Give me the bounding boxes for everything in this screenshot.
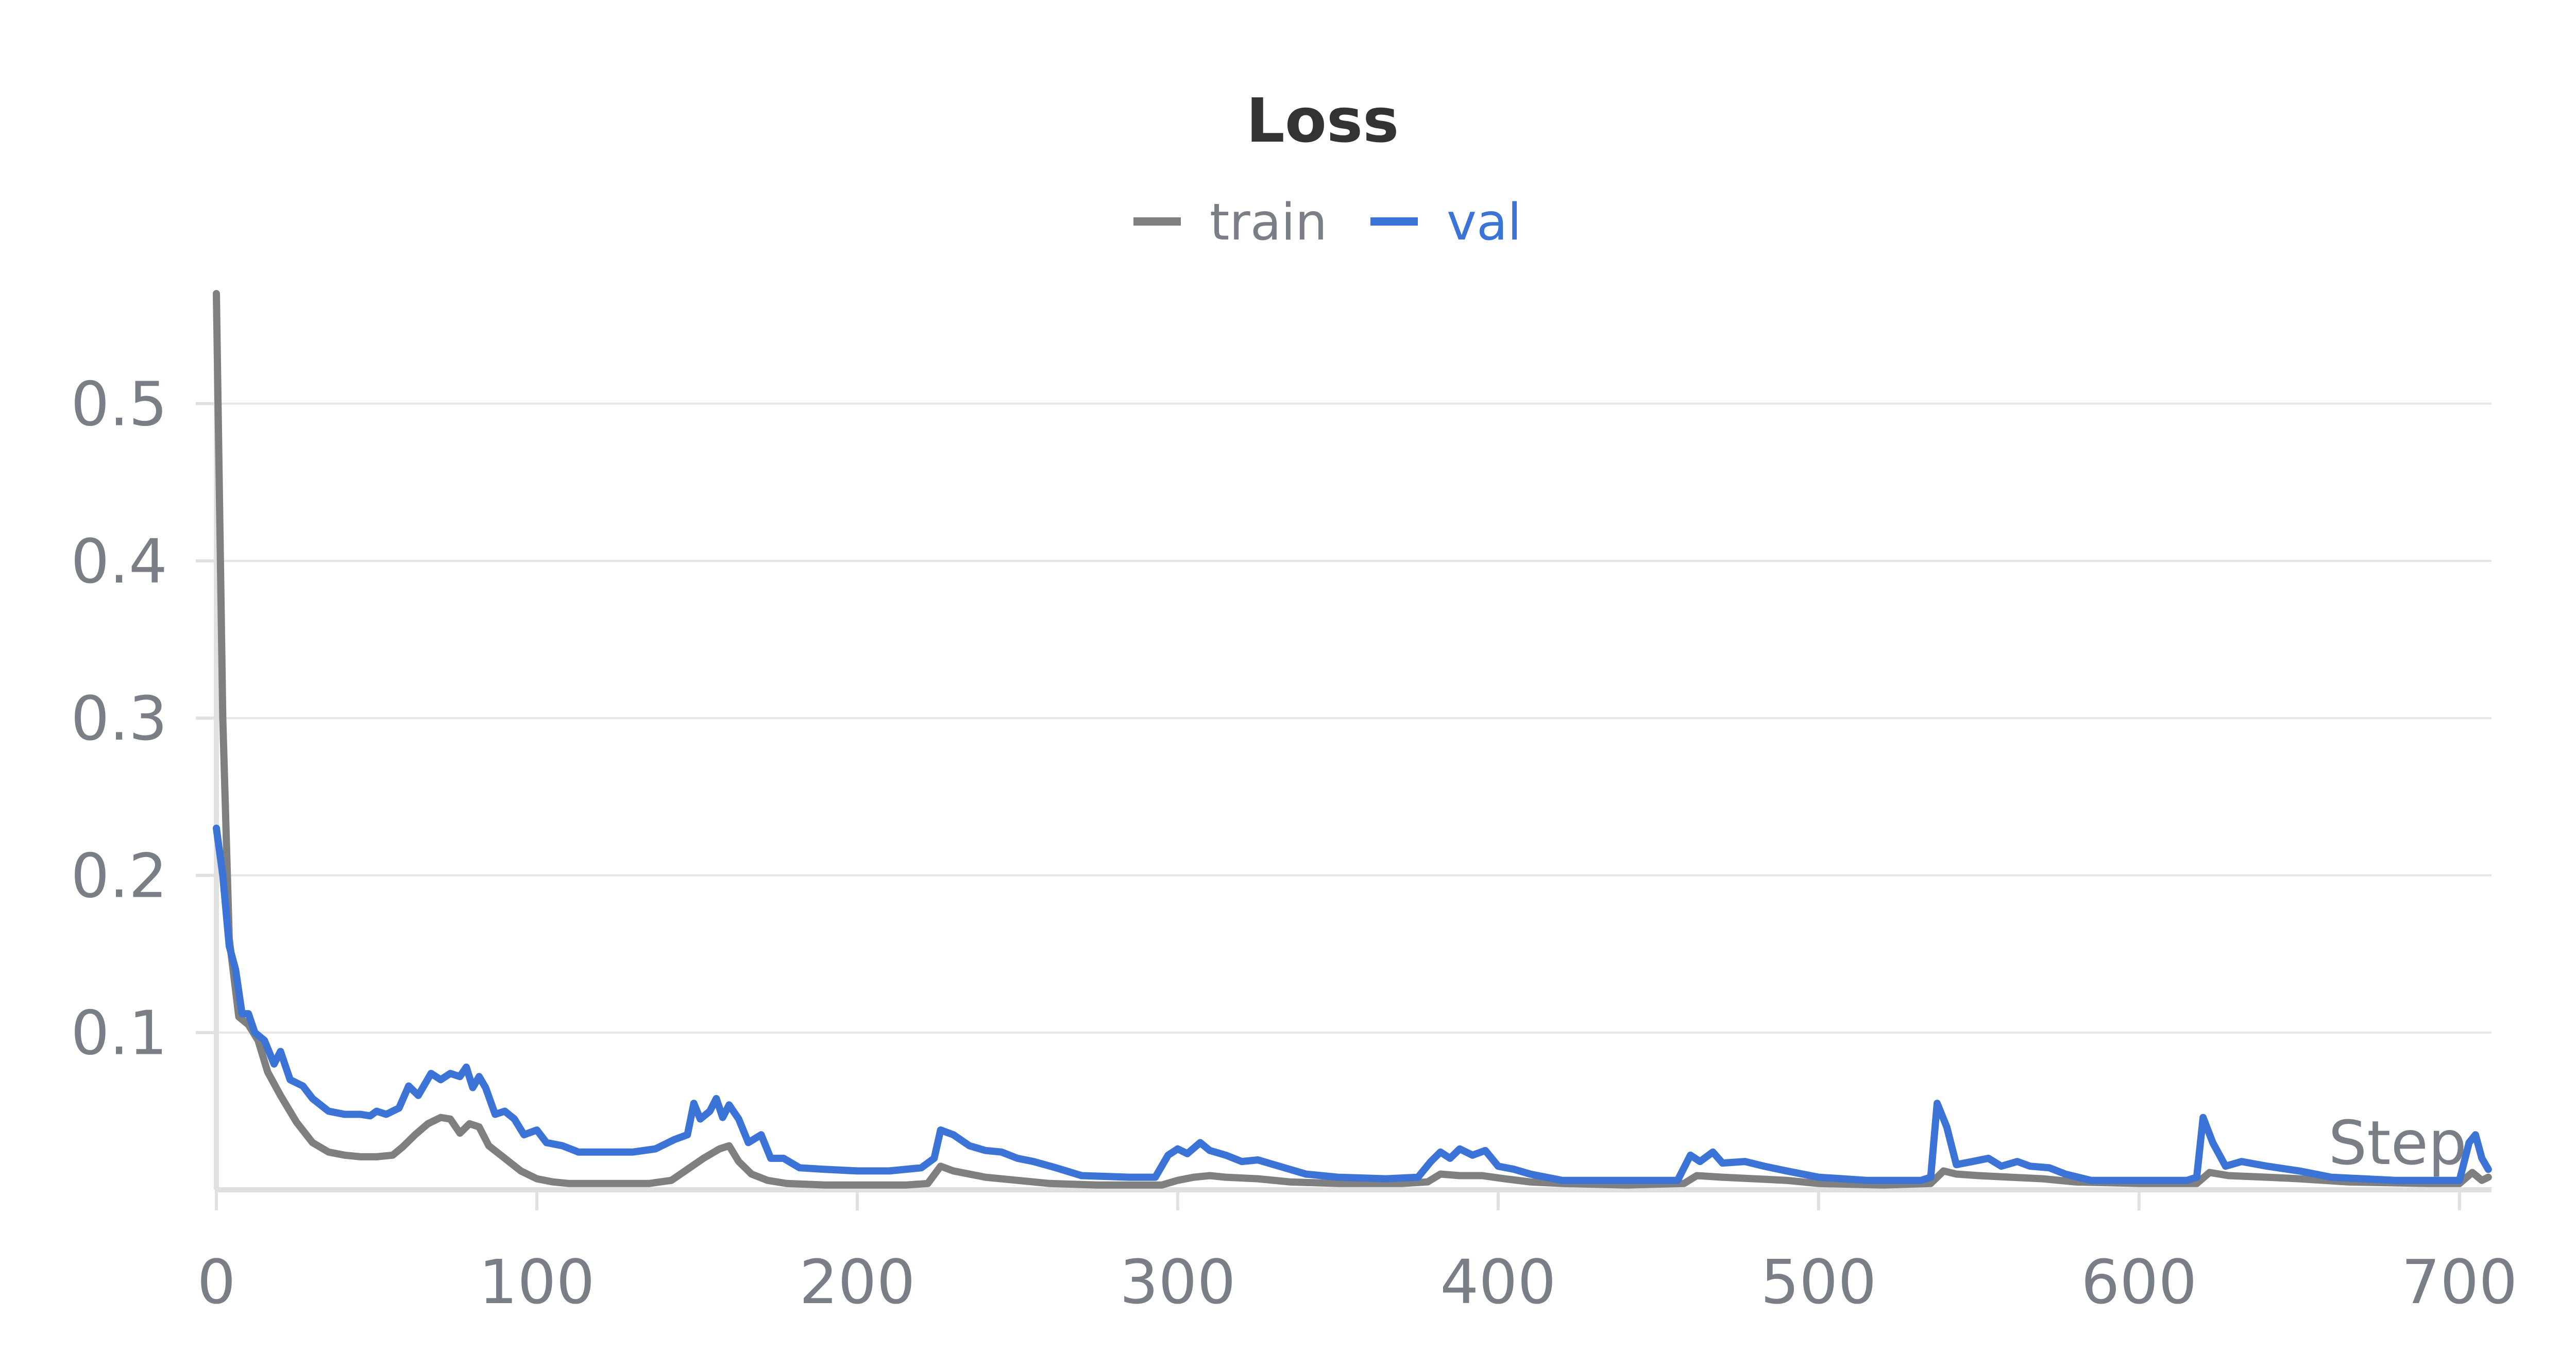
x-tick-label: 0 <box>197 1246 235 1318</box>
x-axis-label: Step <box>2328 1107 2467 1178</box>
y-tick-label: 0.5 <box>71 369 167 440</box>
x-tick-label: 600 <box>2081 1246 2197 1318</box>
y-tick-label: 0.2 <box>71 840 167 911</box>
legend-item-val[interactable]: val <box>1370 193 1521 252</box>
series-line-train <box>213 290 2492 1189</box>
chart-title: Loss <box>1246 85 1399 156</box>
legend-label-val: val <box>1447 193 1521 252</box>
legend-label-train: train <box>1210 193 1327 252</box>
x-tick-label: 700 <box>2401 1246 2517 1318</box>
legend: train val <box>1133 193 1521 252</box>
legend-item-train[interactable]: train <box>1133 193 1327 252</box>
y-tick-label: 0.3 <box>71 683 167 754</box>
x-tick-label: 100 <box>479 1246 595 1318</box>
y-axis-ticks: 0.1 0.2 0.3 0.4 0.5 <box>71 369 216 1069</box>
series-lines <box>213 290 2492 1189</box>
x-tick-label: 200 <box>799 1246 915 1318</box>
series-line-val <box>213 824 2492 1184</box>
y-tick-label: 0.1 <box>71 998 167 1069</box>
x-tick-label: 400 <box>1440 1246 1556 1318</box>
axes <box>214 294 2492 1192</box>
x-tick-label: 500 <box>1760 1246 1876 1318</box>
x-tick-label: 300 <box>1120 1246 1235 1318</box>
x-axis-ticks: 0 100 200 300 400 500 600 700 <box>197 1190 2517 1318</box>
grid <box>216 402 2492 1034</box>
y-tick-label: 0.4 <box>71 526 167 597</box>
